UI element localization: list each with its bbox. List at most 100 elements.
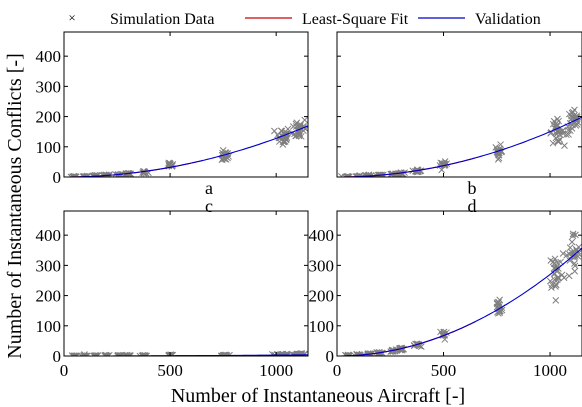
panel-b: b [336, 31, 582, 198]
data-point [81, 352, 89, 356]
data-point [269, 350, 276, 356]
x-tick-label: 500 [157, 361, 183, 380]
y-tick-label: 0 [53, 347, 62, 366]
y-tick-label: 100 [36, 138, 62, 157]
scatter-markers [337, 230, 582, 356]
data-point [552, 297, 560, 304]
data-point [553, 276, 561, 284]
y-tick-label: 100 [36, 317, 62, 336]
x-tick-label: 1000 [259, 361, 293, 380]
data-point [399, 170, 406, 177]
data-point [565, 272, 573, 280]
data-point [81, 351, 88, 356]
data-point [342, 352, 350, 356]
data-point [570, 112, 578, 120]
x-tick-label: 0 [333, 361, 342, 380]
data-point [550, 270, 558, 277]
data-point [571, 262, 579, 270]
validation-line [64, 125, 308, 177]
data-point [373, 348, 381, 356]
legend-marker-simulation-data: × [68, 10, 75, 25]
legend-label-validation: Validation [475, 11, 541, 28]
data-point [115, 352, 122, 356]
panel-frame [336, 31, 582, 178]
data-point [561, 142, 568, 149]
data-point [572, 231, 579, 239]
x-axis-label: Number of Instantaneous Aircraft [-] [171, 385, 465, 407]
panel-frame [336, 210, 582, 357]
data-point [497, 141, 504, 148]
x-tick-label: 500 [431, 361, 457, 380]
y-tick-label: 0 [326, 347, 335, 366]
data-point [556, 131, 564, 139]
data-point [559, 126, 567, 134]
panel-label-b: b [468, 178, 477, 198]
data-point [552, 283, 559, 290]
data-point [553, 121, 561, 129]
y-tick-label: 300 [309, 256, 335, 275]
data-point [496, 296, 504, 304]
x-tick-label: 0 [60, 361, 69, 380]
scatter-markers [337, 106, 582, 177]
y-tick-label: 400 [36, 226, 62, 245]
data-point [289, 123, 297, 130]
data-point [574, 252, 582, 260]
data-point [496, 309, 504, 317]
scatter-markers [64, 350, 308, 356]
data-point [72, 352, 80, 356]
y-tick-label: 200 [36, 108, 62, 127]
data-point [546, 277, 554, 285]
data-point [417, 343, 425, 350]
data-point [123, 351, 131, 356]
data-point [296, 130, 304, 138]
data-point [555, 117, 563, 125]
data-point [548, 281, 556, 289]
data-point [568, 238, 576, 246]
data-point [276, 138, 283, 145]
legend-label-least-square-fit: Least-Square Fit [302, 11, 409, 28]
y-tick-label: 100 [309, 317, 335, 336]
data-point [115, 172, 123, 177]
data-point [551, 276, 558, 283]
data-point [69, 173, 77, 177]
least-square-fit-line [337, 321, 476, 356]
data-point [101, 351, 109, 356]
validation-line [337, 247, 582, 356]
data-point [495, 298, 502, 306]
data-point [414, 166, 421, 174]
data-point [547, 129, 555, 137]
scatter-markers [64, 116, 308, 177]
y-tick-label: 0 [53, 168, 62, 187]
data-point [165, 351, 173, 356]
data-point [554, 138, 562, 146]
data-point [126, 171, 133, 177]
data-point [219, 156, 226, 163]
data-point [278, 127, 286, 135]
panel-frame [63, 210, 309, 357]
data-point [168, 351, 175, 356]
y-tick-label: 400 [309, 226, 335, 245]
x-tick-label: 1000 [533, 361, 567, 380]
y-tick-label: 400 [36, 47, 62, 66]
data-point [301, 116, 308, 124]
legend: × Simulation Data Least-Square Fit Valid… [68, 10, 540, 28]
data-point [566, 257, 574, 264]
data-point [338, 172, 345, 177]
data-point [554, 115, 561, 123]
validation-line [337, 116, 582, 177]
legend-label-simulation-data: Simulation Data [110, 11, 214, 28]
y-tick-label: 300 [36, 256, 62, 275]
data-point [559, 250, 567, 257]
data-point [123, 170, 130, 177]
data-point [571, 267, 579, 275]
data-point [271, 127, 278, 135]
data-point [140, 352, 148, 356]
y-tick-label: 300 [36, 77, 62, 96]
data-point [549, 139, 557, 147]
data-point [560, 274, 568, 282]
data-point [563, 131, 570, 139]
y-tick-label: 200 [36, 287, 62, 306]
panel-a: 0 100 200 300 400 a [36, 31, 309, 198]
